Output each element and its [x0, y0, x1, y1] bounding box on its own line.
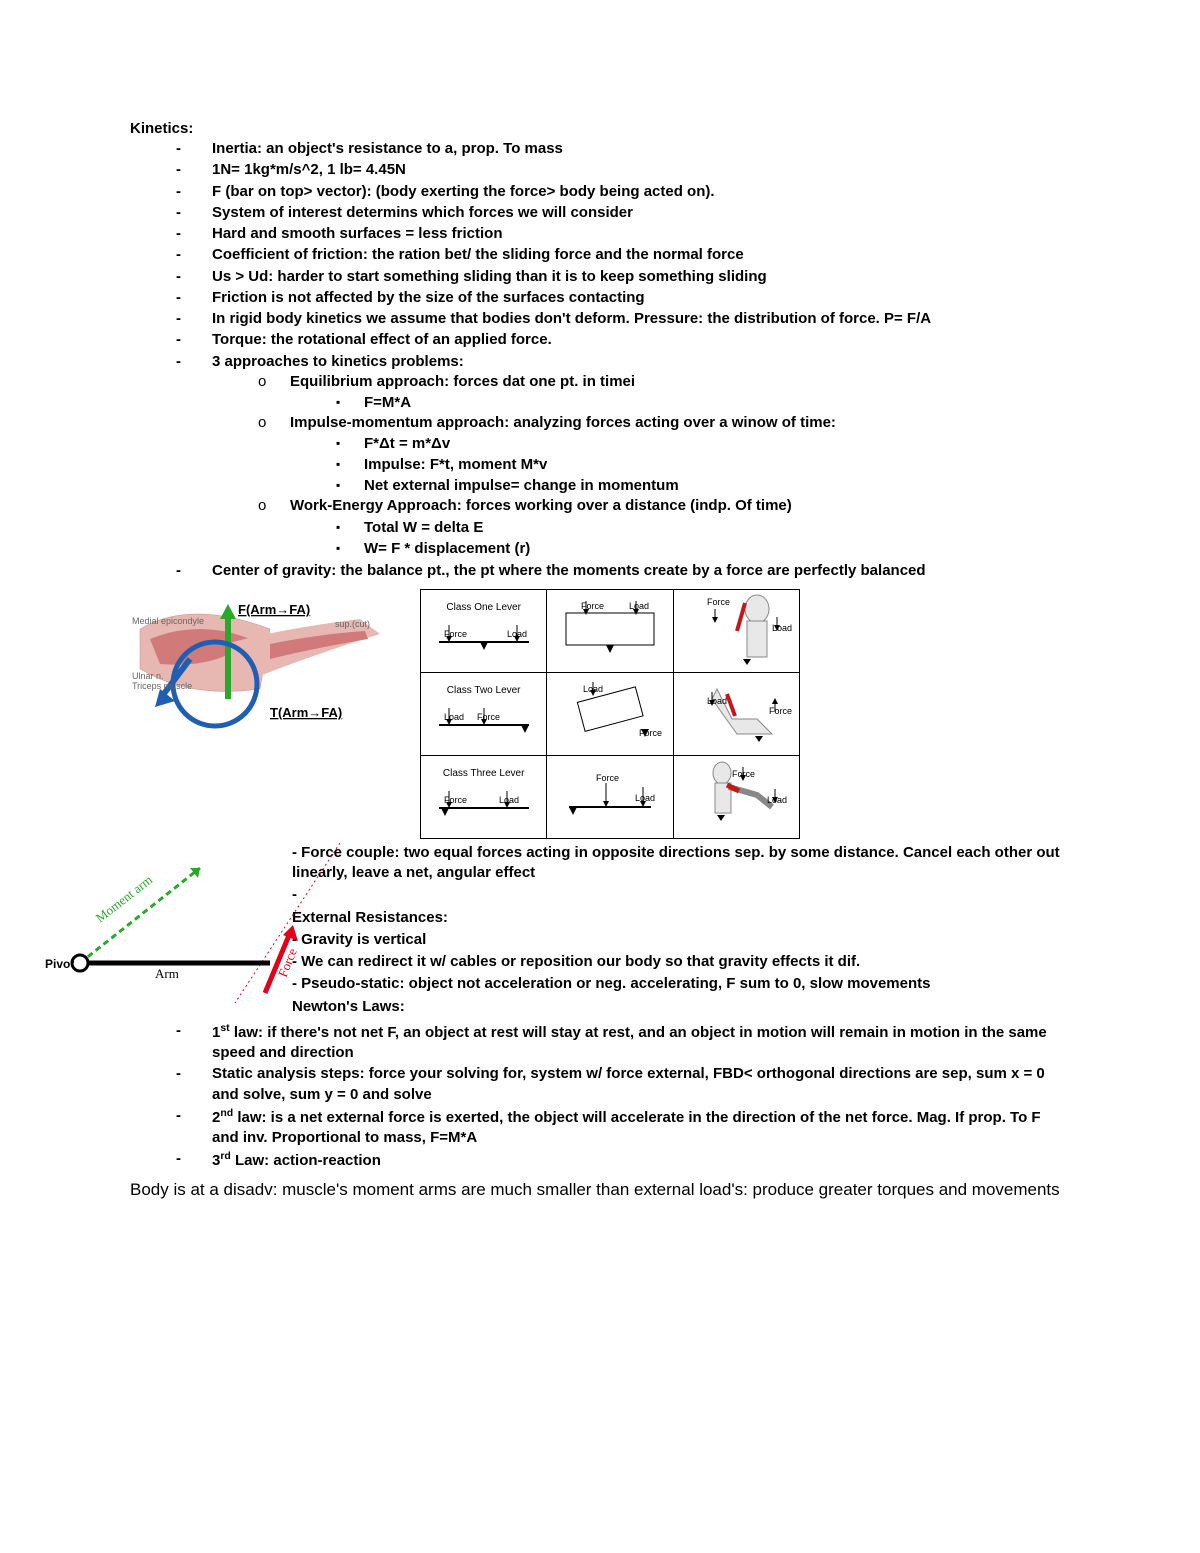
- law-item: 3rd Law: action-reaction: [176, 1149, 1070, 1171]
- bullet-item: F (bar on top> vector): (body exerting t…: [176, 182, 1070, 202]
- bullet-item: Friction is not affected by the size of …: [176, 288, 1070, 308]
- sub-item: Impulse: F*t, moment M*v: [336, 454, 1070, 475]
- svg-text:Force: Force: [477, 712, 500, 722]
- svg-text:Load: Load: [629, 601, 649, 611]
- law-item: 2nd law: is a net external force is exer…: [176, 1106, 1070, 1149]
- sub-item: F*Δt = m*Δv: [336, 433, 1070, 454]
- svg-text:Force: Force: [596, 773, 619, 783]
- torque-label: T(Arm→FA): [270, 705, 342, 720]
- lever-row: Class One Lever Force Load ForceLoad For…: [421, 589, 800, 672]
- lever-class-table: Class One Lever Force Load ForceLoad For…: [420, 589, 800, 839]
- bullet-item: 1N= 1kg*m/s^2, 1 lb= 4.45N: [176, 160, 1070, 180]
- section-title: Kinetics:: [130, 120, 1070, 137]
- moment-arm-diagram: Pivot Arm Moment arm Force: [40, 843, 280, 1013]
- force-label: F(Arm→FA): [238, 602, 310, 617]
- law-item: Static analysis steps: force your solvin…: [176, 1064, 1070, 1105]
- approach-item: Equilibrium approach: forces dat one pt.…: [258, 372, 1070, 413]
- sub-item: Net external impulse= change in momentum: [336, 475, 1070, 496]
- lever-row: Class Two Lever Load Force LoadForce Loa…: [421, 672, 800, 755]
- svg-text:Force: Force: [275, 946, 300, 979]
- arm-force-diagram: F(Arm→FA) T(Arm→FA) Medial epicondyle Ul…: [130, 589, 400, 759]
- svg-text:Pivot: Pivot: [45, 957, 74, 971]
- approach-item: Work-Energy Approach: forces working ove…: [258, 496, 1070, 558]
- sub-item: Total W = delta E: [336, 517, 1070, 538]
- svg-text:Load: Load: [767, 795, 787, 805]
- footer-text: Body is at a disadv: muscle's moment arm…: [130, 1178, 1070, 1202]
- center-of-gravity: Center of gravity: the balance pt., the …: [176, 561, 1070, 581]
- svg-text:Load: Load: [772, 623, 792, 633]
- svg-text:Force: Force: [639, 728, 662, 738]
- bullet-item: Hard and smooth surfaces = less friction: [176, 224, 1070, 244]
- svg-text:Moment arm: Moment arm: [93, 872, 155, 925]
- bullet-item: Torque: the rotational effect of an appl…: [176, 330, 1070, 350]
- bullet-item: Inertia: an object's resistance to a, pr…: [176, 139, 1070, 159]
- svg-text:Medial epicondyle: Medial epicondyle: [132, 616, 204, 626]
- svg-text:Force: Force: [707, 597, 730, 607]
- newtons-laws-list: 1st law: if there's not net F, an object…: [130, 1021, 1070, 1172]
- svg-text:Force: Force: [769, 706, 792, 716]
- svg-text:sup.(cut): sup.(cut): [335, 619, 370, 629]
- bullet-item: Us > Ud: harder to start something slidi…: [176, 267, 1070, 287]
- law-item: 1st law: if there's not net F, an object…: [176, 1021, 1070, 1064]
- sub-item: W= F * displacement (r): [336, 538, 1070, 559]
- svg-text:Ulnar n.: Ulnar n.: [132, 671, 164, 681]
- bullet-item: 3 approaches to kinetics problems:Equili…: [176, 352, 1070, 559]
- approach-item: Impulse-momentum approach: analyzing for…: [258, 413, 1070, 496]
- svg-text:Triceps muscle: Triceps muscle: [132, 681, 192, 691]
- bullet-item: Coefficient of friction: the ration bet/…: [176, 245, 1070, 265]
- side-notes: - Force couple: two equal forces acting …: [292, 843, 1070, 1019]
- svg-text:Arm: Arm: [155, 966, 179, 981]
- main-bullets: Inertia: an object's resistance to a, pr…: [130, 139, 1070, 559]
- bullet-item: System of interest determins which force…: [176, 203, 1070, 223]
- lever-row: Class Three Lever Force Load ForceLoad F…: [421, 755, 800, 838]
- bullet-item: In rigid body kinetics we assume that bo…: [176, 309, 1070, 329]
- sub-item: F=M*A: [336, 392, 1070, 413]
